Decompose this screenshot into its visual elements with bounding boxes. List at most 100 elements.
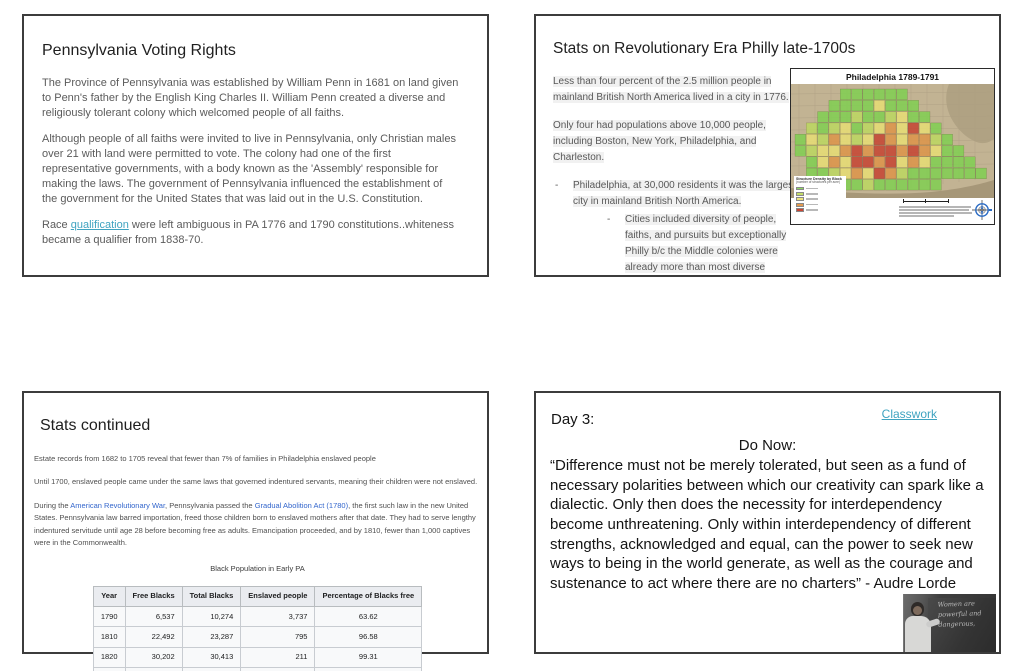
map-river-inlet (946, 84, 994, 144)
slide1-body: The Province of Pennsylvania was establi… (42, 76, 460, 259)
slide-stats-revolutionary-philly: Stats on Revolutionary Era Philly late-1… (534, 14, 1001, 277)
cell-enslaved: 795 (240, 626, 316, 648)
cell-percentage: 96.58 (314, 626, 423, 648)
do-now-heading: Do Now: (738, 437, 797, 454)
slide2-body: Less than four percent of the 2.5 millio… (553, 74, 807, 276)
slide1-paragraph-3: Race qualification were left ambiguous i… (42, 218, 460, 248)
col-header-percentage-free: Percentage of Blacks free (314, 585, 423, 608)
slide1-paragraph-1: The Province of Pennsylvania was establi… (42, 77, 459, 119)
audre-lorde-photo: Women are powerful and dangerous, (903, 594, 996, 652)
legend-label-bar (806, 198, 818, 201)
cell-free-blacks: 22,492 (124, 626, 183, 648)
slide2-bullet2-text: Cities included diversity of people, fai… (625, 214, 787, 273)
day-label: Day 3: (551, 411, 595, 428)
cell-year: 1820 (92, 646, 126, 669)
legend-item (796, 197, 844, 202)
slide3-body: Estate records from 1682 to 1705 reveal … (34, 453, 481, 671)
col-header-enslaved-people: Enslaved people (240, 585, 316, 608)
slide1-p3-suffix: were left ambiguous in PA 1776 and 1790 … (42, 218, 454, 246)
slide-pennsylvania-voting-rights: Pennsylvania Voting Rights The Province … (22, 14, 489, 277)
legend-swatch-yellowgreen (796, 191, 804, 196)
table-row: 1790 6,537 10,274 3,737 63.62 (92, 605, 423, 628)
slide1-title: Pennsylvania Voting Rights (42, 42, 236, 59)
cell-free-blacks: 47,854 (124, 667, 183, 671)
compass-rose-icon (972, 200, 992, 220)
chalkboard (928, 598, 996, 652)
table-row: 1840 47,854 47,918 64 99.87 (92, 667, 423, 671)
person-face (913, 606, 922, 615)
legend-swatch-yellow (796, 197, 804, 202)
legend-item (796, 202, 844, 207)
slide2-p1-text: Less than four percent of the 2.5 millio… (553, 76, 789, 103)
legend-label-bar (806, 193, 818, 195)
slide2-title: Stats on Revolutionary Era Philly late-1… (553, 40, 856, 57)
slide-stats-continued: Stats continued Estate records from 1682… (22, 391, 489, 671)
slide2-p2-text: Only four had populations above 10,000 p… (553, 120, 766, 163)
cell-percentage: 63.62 (314, 605, 423, 628)
slide3-p3-text-b: , Pennsylvania passed the (165, 500, 255, 510)
classwork-link[interactable]: Classwork (881, 407, 937, 421)
cell-enslaved: 64 (240, 667, 316, 671)
legend-label-bar (806, 203, 818, 206)
cell-enslaved: 3,737 (240, 605, 316, 628)
legend-swatch-orange (796, 202, 804, 207)
slide3-title: Stats continued (40, 417, 151, 434)
map-legend: Structure Density by Block (number of st… (794, 176, 846, 215)
bullet-dash: - (555, 180, 559, 191)
legend-label-bar (806, 187, 818, 190)
slide1-p3-prefix: Race (42, 218, 71, 231)
legend-swatch-green (796, 186, 804, 191)
map-attribution-text (899, 206, 973, 218)
slide3-p3-text-c: , the first such law in the new United S… (34, 500, 476, 547)
slide2-bullet-2: - Cities included diversity of people, f… (605, 212, 805, 276)
density-blocks (794, 88, 987, 191)
slide2-bullet1-text: Philadelphia, at 30,000 residents it was… (573, 180, 796, 207)
cell-total-blacks: 30,413 (181, 646, 242, 669)
col-header-free-blacks: Free Blacks (124, 585, 183, 608)
qualification-link[interactable]: qualification (70, 218, 129, 231)
cell-total-blacks: 47,918 (181, 667, 242, 671)
philadelphia-density-map: Philadelphia 1789-1791 (790, 68, 995, 225)
legend-title: Structure Density by Block (796, 177, 842, 181)
slide3-p3-text-a: During the (34, 500, 71, 510)
audre-lorde-quote: “Difference must not be merely tolerated… (550, 457, 984, 592)
cell-year: 1810 (92, 626, 126, 648)
table-header-row: Year Free Blacks Total Blacks Enslaved p… (92, 585, 423, 608)
cell-year: 1790 (92, 605, 126, 628)
cell-percentage: 99.87 (314, 667, 423, 671)
legend-label-bar (806, 209, 818, 211)
cell-free-blacks: 6,537 (124, 605, 183, 628)
legend-item (796, 208, 844, 213)
table-row: 1820 30,202 30,413 211 99.31 (92, 646, 423, 669)
cell-year: 1840 (92, 667, 126, 671)
black-population-table: Year Free Blacks Total Blacks Enslaved p… (92, 585, 423, 671)
slide3-paragraph-3: During the American Revolutionary War, P… (34, 500, 481, 550)
slide-day3-do-now: Classwork Day 3: Do Now: “Difference mus… (534, 391, 1001, 654)
american-revolutionary-war-link[interactable]: American Revolutionary War (70, 500, 166, 510)
legend-item (796, 191, 844, 197)
table-caption: Black Population in Early PA (210, 564, 305, 574)
col-header-total-blacks: Total Blacks (181, 585, 242, 608)
slide3-paragraph-2: Until 1700, enslaved people came under t… (34, 477, 478, 487)
map-footer: Structure Density by Block (number of st… (791, 176, 994, 224)
gradual-abolition-act-link[interactable]: Gradual Abolition Act (1780) (254, 500, 349, 510)
slide3-paragraph-1: Estate records from 1682 to 1705 reveal … (34, 454, 376, 463)
bullet-dash: - (607, 214, 611, 225)
table-row: 1810 22,492 23,287 795 96.58 (92, 626, 423, 648)
map-image (791, 84, 994, 198)
cell-total-blacks: 10,274 (181, 605, 242, 628)
cell-free-blacks: 30,202 (124, 646, 183, 669)
map-scale-bar (903, 199, 961, 203)
slide2-paragraph-1: Less than four percent of the 2.5 millio… (553, 74, 807, 106)
cell-enslaved: 211 (240, 646, 316, 669)
chalkboard-text: Women are powerful and dangerous, (937, 599, 982, 629)
col-header-year: Year (92, 585, 126, 608)
slide1-paragraph-2: Although people of all faiths were invit… (42, 132, 456, 205)
map-title: Philadelphia 1789-1791 (845, 72, 940, 82)
legend-item (796, 186, 844, 191)
slide2-paragraph-2: Only four had populations above 10,000 p… (553, 118, 807, 166)
legend-swatch-red (796, 208, 804, 212)
slide2-bullet-1: - Philadelphia, at 30,000 residents it w… (553, 178, 797, 210)
cell-total-blacks: 23,287 (181, 626, 242, 648)
